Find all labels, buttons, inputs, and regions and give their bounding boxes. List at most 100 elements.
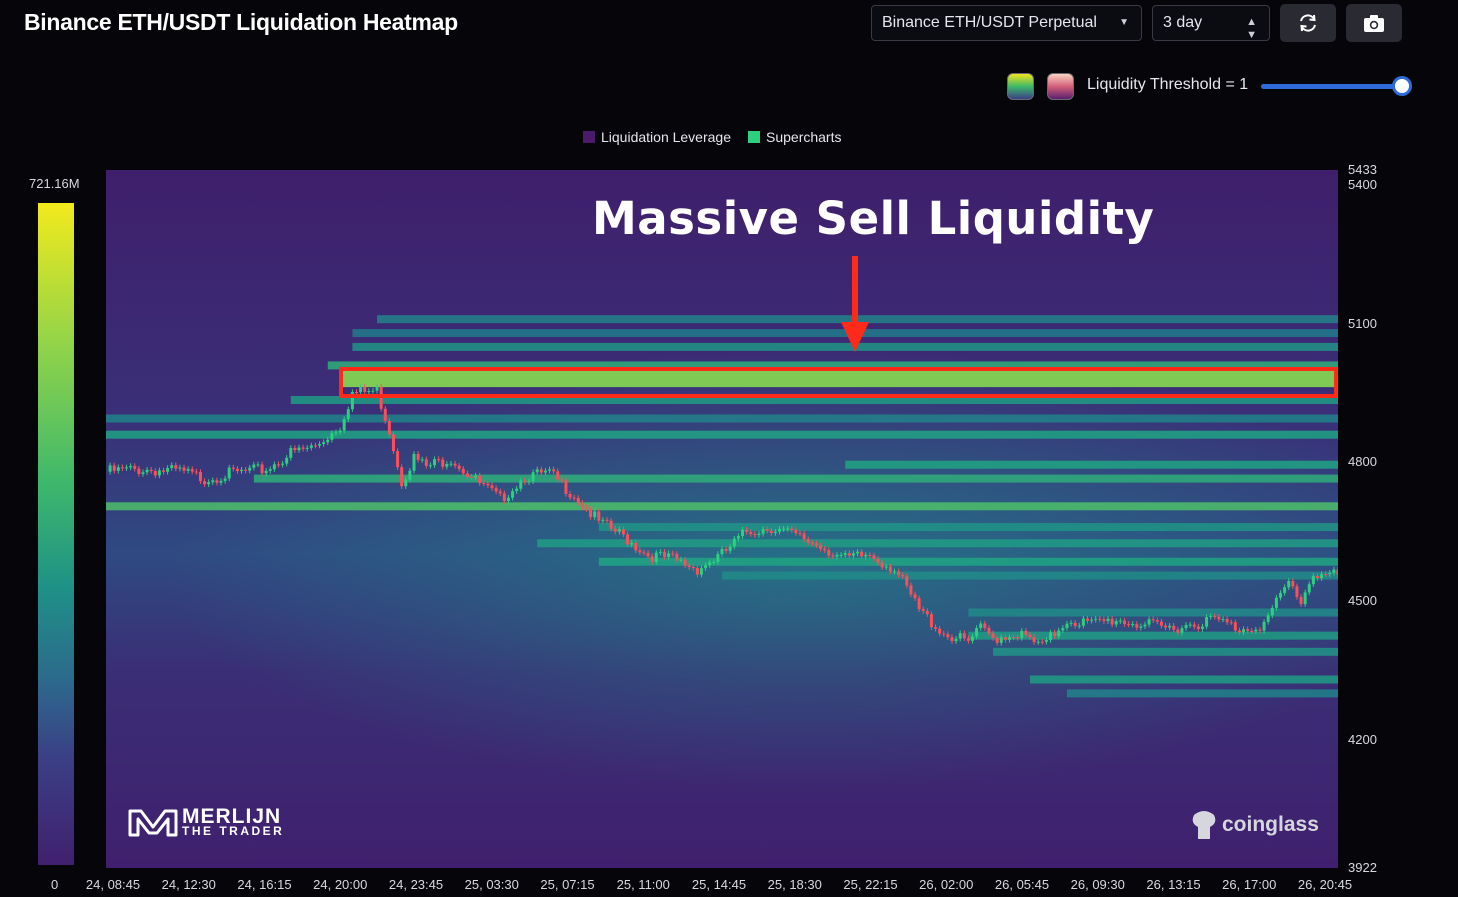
candle-body [741, 529, 745, 537]
candle-body [207, 482, 211, 485]
candle-body [297, 447, 301, 451]
liquidity-band [598, 557, 1338, 566]
candle-body [125, 467, 129, 469]
candle-body [1085, 618, 1089, 621]
candle-body [145, 469, 149, 473]
candle-body [1258, 629, 1262, 631]
candle-body [416, 453, 420, 460]
candle-body [679, 559, 683, 561]
candle-body [921, 609, 925, 612]
candle-body [580, 502, 584, 508]
candle-body [864, 555, 868, 557]
magma-theme-swatch[interactable] [1047, 73, 1074, 100]
candle-body [638, 550, 642, 553]
viridis-theme-swatch[interactable] [1007, 73, 1034, 100]
x-tick-label: 25, 14:45 [691, 877, 747, 892]
candle-body [605, 519, 609, 521]
candle-body [1287, 581, 1291, 588]
candle-body [732, 538, 736, 547]
liquidity-band [290, 396, 1338, 405]
pair-select-value: Binance ETH/USDT Perpetual [882, 14, 1097, 31]
refresh-button[interactable] [1280, 4, 1336, 42]
candle-body [999, 637, 1003, 643]
candle-body [211, 480, 215, 483]
liquidity-band [722, 571, 1338, 580]
legend-label: Liquidation Leverage [601, 129, 731, 145]
x-tick-label: 25, 18:30 [767, 877, 822, 892]
candle-body [248, 467, 252, 471]
candle-body [223, 478, 227, 481]
candle-body [215, 480, 219, 483]
candle-body [383, 408, 387, 421]
liquidity-band [993, 647, 1338, 656]
candle-body [1007, 637, 1011, 640]
candle-body [765, 529, 769, 531]
legend-item-liquidation-leverage[interactable]: Liquidation Leverage [583, 129, 731, 145]
candle-body [950, 637, 954, 642]
liquidity-band [1066, 689, 1338, 698]
threshold-slider-handle[interactable] [1392, 76, 1412, 96]
candle-body [1205, 617, 1209, 627]
liquidity-band [106, 502, 1338, 511]
candle-body [1274, 597, 1278, 608]
x-tick-label: 24, 08:45 [85, 877, 141, 892]
candle-body [453, 463, 457, 466]
candle-body [1139, 626, 1143, 628]
candle-body [166, 468, 170, 472]
candle-body [498, 491, 502, 494]
candle-body [589, 509, 593, 518]
range-select[interactable]: 3 day ▲ ▼ [1152, 5, 1270, 41]
candle-body [905, 576, 909, 586]
candle-body [1242, 629, 1246, 633]
candle-body [917, 598, 921, 610]
x-tick-label: 26, 05:45 [994, 877, 1050, 892]
candle-body [552, 469, 556, 472]
candle-body [330, 433, 334, 440]
x-tick-label: 24, 23:45 [388, 877, 444, 892]
candle-body [716, 553, 720, 562]
candle-body [626, 534, 630, 545]
legend-label: Supercharts [766, 129, 842, 145]
liquidity-band [1030, 675, 1338, 684]
candle-body [1254, 629, 1258, 632]
liquidity-band [253, 474, 1338, 483]
candle-body [543, 470, 547, 473]
candle-body [227, 467, 231, 479]
candle-body [991, 633, 995, 639]
pair-select[interactable]: Binance ETH/USDT Perpetual ▼ [871, 5, 1142, 41]
candle-body [1270, 607, 1274, 616]
candle-body [560, 479, 564, 481]
threshold-slider-track[interactable] [1261, 84, 1404, 89]
candle-body [412, 453, 416, 471]
threshold-label: Liquidity Threshold = 1 [1087, 76, 1249, 93]
candle-body [474, 475, 478, 478]
candle-body [958, 633, 962, 639]
candle-body [687, 565, 691, 568]
candle-body [1122, 620, 1126, 624]
candle-body [1303, 592, 1307, 605]
candle-body [1102, 619, 1106, 622]
heatmap-plot[interactable] [106, 170, 1338, 868]
candle-body [663, 551, 667, 557]
candle-body [1065, 623, 1069, 628]
candle-body [987, 627, 991, 634]
liquidity-band [352, 342, 1338, 351]
candle-body [301, 447, 305, 449]
candle-body [1217, 616, 1221, 620]
candle-body [1028, 634, 1032, 638]
candle-body [634, 542, 638, 551]
candle-body [576, 497, 580, 503]
candle-body [1016, 637, 1020, 639]
candle-body [1049, 632, 1053, 641]
candle-body [482, 483, 486, 485]
y-tick-label: 4500 [1348, 592, 1377, 608]
liquidity-band [352, 329, 1338, 338]
screenshot-button[interactable] [1346, 4, 1402, 42]
y-tick-label: 3922 [1348, 860, 1377, 875]
candle-body [449, 463, 453, 465]
candle-body [913, 594, 917, 599]
watermark-merlijn: MERLIJN [182, 805, 282, 828]
legend-item-supercharts[interactable]: Supercharts [748, 129, 841, 145]
range-select-value: 3 day [1163, 14, 1203, 31]
candle-body [954, 638, 958, 642]
